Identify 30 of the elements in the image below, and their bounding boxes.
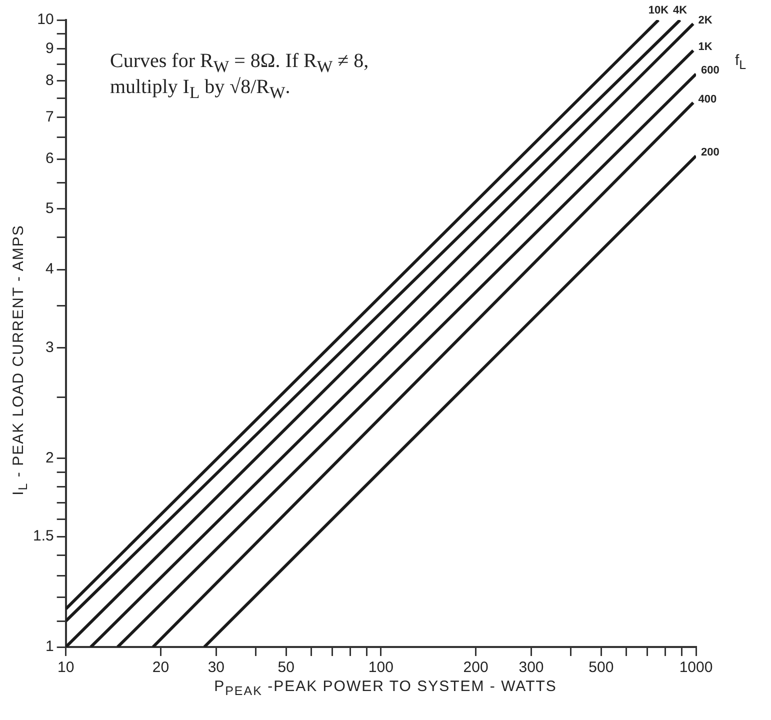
x-tick-label: 50 <box>278 659 294 676</box>
y-tick-label: 7 <box>46 108 54 126</box>
x-tick-label: 300 <box>518 659 544 676</box>
legend-title: f$_{L}$ <box>735 52 746 72</box>
text: Curves for R$_{W}$ = 8Ω. If R$_{W}$ ≠ 8, multiply I$_{L}$ by √8/R$_{W}$. <box>110 50 369 102</box>
y-tick-label: 8 <box>46 72 54 89</box>
y-tick-label: 1.5 <box>32 528 54 545</box>
x-tick-label: 1000 <box>679 659 713 676</box>
y-tick-label: 3 <box>46 338 54 356</box>
series-label: 600 <box>701 64 720 77</box>
series-label: 1K <box>698 41 712 54</box>
series-label: 2K <box>698 14 712 26</box>
series-label: 4K <box>673 4 688 17</box>
series-label: 400 <box>698 93 717 106</box>
y-tick-label: 5 <box>46 200 54 217</box>
x-tick-label: 500 <box>588 659 614 676</box>
y-tick-label: 10 <box>37 11 54 28</box>
x-tick-label: 20 <box>152 659 170 676</box>
series-label: 200 <box>701 146 720 158</box>
x-tick-label: 100 <box>368 659 394 676</box>
x-axis-title: P$_{PEAK}$ -PEAK POWER TO SYSTEM - WATTS <box>213 678 558 698</box>
series-label: 10K <box>648 4 669 17</box>
x-tick-label: 200 <box>463 659 488 676</box>
y-tick-label: 9 <box>46 40 54 57</box>
y-tick-label: 2 <box>46 449 54 466</box>
y-tick-label: 4 <box>46 260 54 278</box>
x-tick-label: 10 <box>58 659 74 676</box>
y-tick-label: 6 <box>46 150 54 168</box>
y-tick-label: 1 <box>46 638 54 656</box>
x-tick-label: 30 <box>208 659 225 676</box>
